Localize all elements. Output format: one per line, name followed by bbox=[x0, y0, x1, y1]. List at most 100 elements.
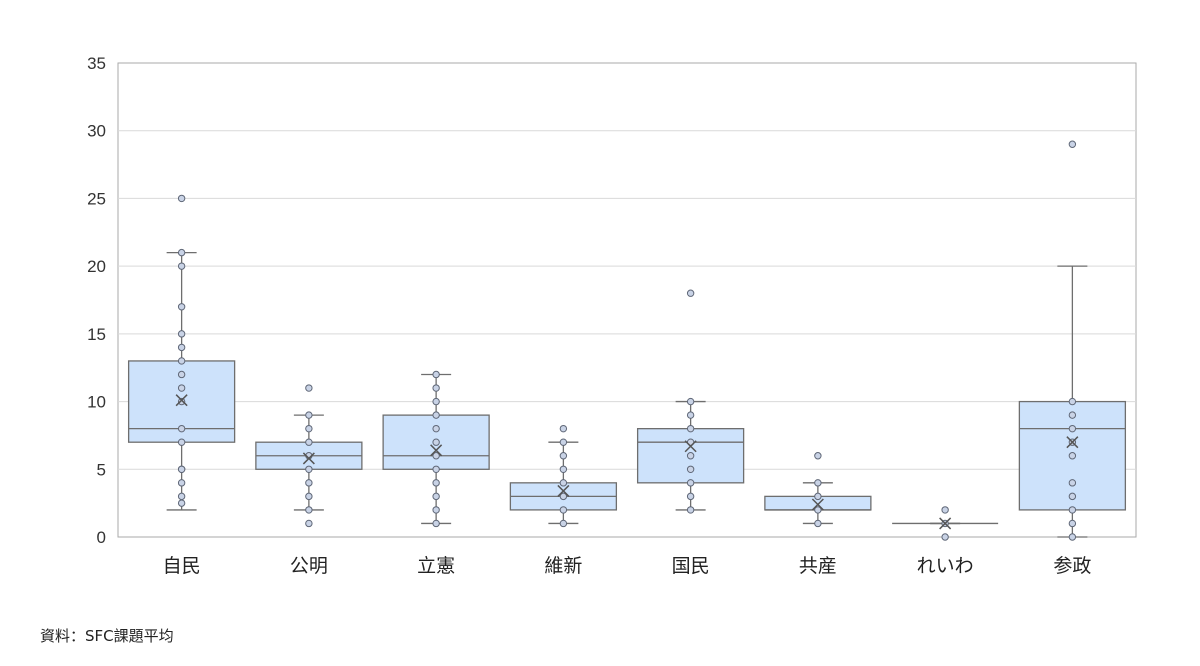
mean-marker bbox=[430, 444, 443, 457]
x-tick-label: 国民 bbox=[672, 555, 710, 577]
mean-marker bbox=[811, 498, 824, 511]
data-point bbox=[177, 492, 186, 501]
data-point bbox=[1068, 519, 1077, 528]
data-point bbox=[432, 492, 440, 501]
outlier-point bbox=[941, 533, 949, 541]
data-point bbox=[432, 452, 440, 460]
data-point bbox=[305, 506, 313, 514]
data-point bbox=[559, 452, 568, 460]
data-point bbox=[559, 492, 568, 501]
data-point bbox=[305, 465, 313, 473]
mean-marker bbox=[1066, 436, 1079, 449]
data-point bbox=[432, 438, 440, 446]
data-point bbox=[177, 438, 186, 446]
data-point bbox=[432, 411, 440, 419]
data-point bbox=[432, 424, 440, 433]
data-point bbox=[177, 248, 186, 257]
data-point bbox=[686, 479, 695, 487]
data-point bbox=[559, 465, 568, 473]
data-point bbox=[432, 479, 440, 487]
data-point bbox=[177, 357, 186, 365]
data-point bbox=[686, 424, 695, 433]
y-tick-label: 5 bbox=[97, 460, 106, 479]
outlier-point bbox=[1068, 140, 1077, 148]
data-point bbox=[432, 506, 440, 514]
mean-marker bbox=[302, 452, 315, 465]
box-group bbox=[636, 289, 745, 514]
data-point bbox=[177, 479, 186, 487]
y-tick-label: 25 bbox=[87, 189, 106, 208]
mean-marker bbox=[175, 394, 188, 407]
box-group bbox=[764, 452, 872, 528]
data-point bbox=[305, 479, 313, 487]
data-point bbox=[305, 438, 313, 446]
y-tick-label: 0 bbox=[97, 528, 106, 547]
data-point bbox=[814, 492, 822, 501]
mean-marker bbox=[684, 440, 697, 453]
y-tick-label: 35 bbox=[87, 54, 106, 73]
data-point bbox=[559, 438, 568, 446]
mean-marker bbox=[939, 517, 952, 530]
data-point bbox=[559, 506, 568, 514]
outlier-point bbox=[814, 452, 822, 460]
data-point bbox=[177, 465, 186, 473]
x-tick-label: 公明 bbox=[290, 555, 328, 577]
outlier-point bbox=[941, 506, 949, 514]
y-tick-label: 20 bbox=[87, 257, 106, 276]
data-point bbox=[814, 519, 822, 528]
y-tick-label: 30 bbox=[87, 122, 106, 141]
box-group bbox=[255, 384, 363, 528]
data-point bbox=[177, 330, 186, 338]
box-group bbox=[892, 506, 999, 541]
data-point bbox=[814, 506, 822, 514]
data-point bbox=[432, 397, 440, 406]
data-point bbox=[559, 519, 568, 528]
box-group bbox=[509, 424, 618, 528]
data-point bbox=[177, 370, 186, 379]
data-point bbox=[432, 465, 440, 473]
outlier-point bbox=[177, 194, 186, 203]
data-point bbox=[1068, 492, 1077, 501]
plot-frame bbox=[117, 62, 1137, 538]
data-point bbox=[305, 411, 313, 419]
data-point bbox=[177, 262, 186, 270]
data-point bbox=[686, 452, 695, 460]
data-point bbox=[1068, 452, 1077, 460]
data-point bbox=[177, 384, 186, 392]
y-tick-label: 15 bbox=[87, 325, 106, 344]
data-point bbox=[686, 492, 695, 501]
data-point bbox=[177, 397, 186, 406]
box-group bbox=[382, 370, 490, 528]
x-tick-label: 参政 bbox=[1053, 555, 1091, 577]
data-point bbox=[177, 424, 186, 433]
data-point bbox=[814, 479, 822, 487]
data-point bbox=[305, 424, 313, 433]
x-tick-label: 立憲 bbox=[417, 555, 455, 577]
data-point bbox=[1068, 397, 1077, 406]
outlier-point bbox=[559, 424, 568, 433]
source-note: 資料：SFC課題平均 bbox=[40, 627, 174, 645]
box-group bbox=[127, 194, 236, 511]
data-point bbox=[432, 370, 440, 379]
data-point bbox=[686, 411, 695, 419]
outlier-point bbox=[305, 519, 313, 528]
mean-marker bbox=[557, 484, 570, 497]
data-point bbox=[305, 492, 313, 501]
data-point bbox=[1068, 411, 1077, 419]
data-point bbox=[1068, 424, 1077, 433]
x-tick-label: 共産 bbox=[799, 555, 837, 577]
x-tick-label: れいわ bbox=[917, 555, 974, 577]
data-point bbox=[686, 506, 695, 514]
data-point bbox=[177, 499, 186, 507]
data-point bbox=[1068, 533, 1077, 541]
data-point bbox=[559, 479, 568, 487]
data-point bbox=[686, 465, 695, 473]
outlier-point bbox=[686, 289, 695, 297]
data-point bbox=[686, 397, 695, 406]
x-tick-label: 維新 bbox=[544, 555, 582, 577]
data-point bbox=[1068, 479, 1077, 487]
x-tick-label: 自民 bbox=[163, 555, 201, 577]
box-group bbox=[1018, 140, 1127, 541]
data-point bbox=[177, 303, 186, 311]
